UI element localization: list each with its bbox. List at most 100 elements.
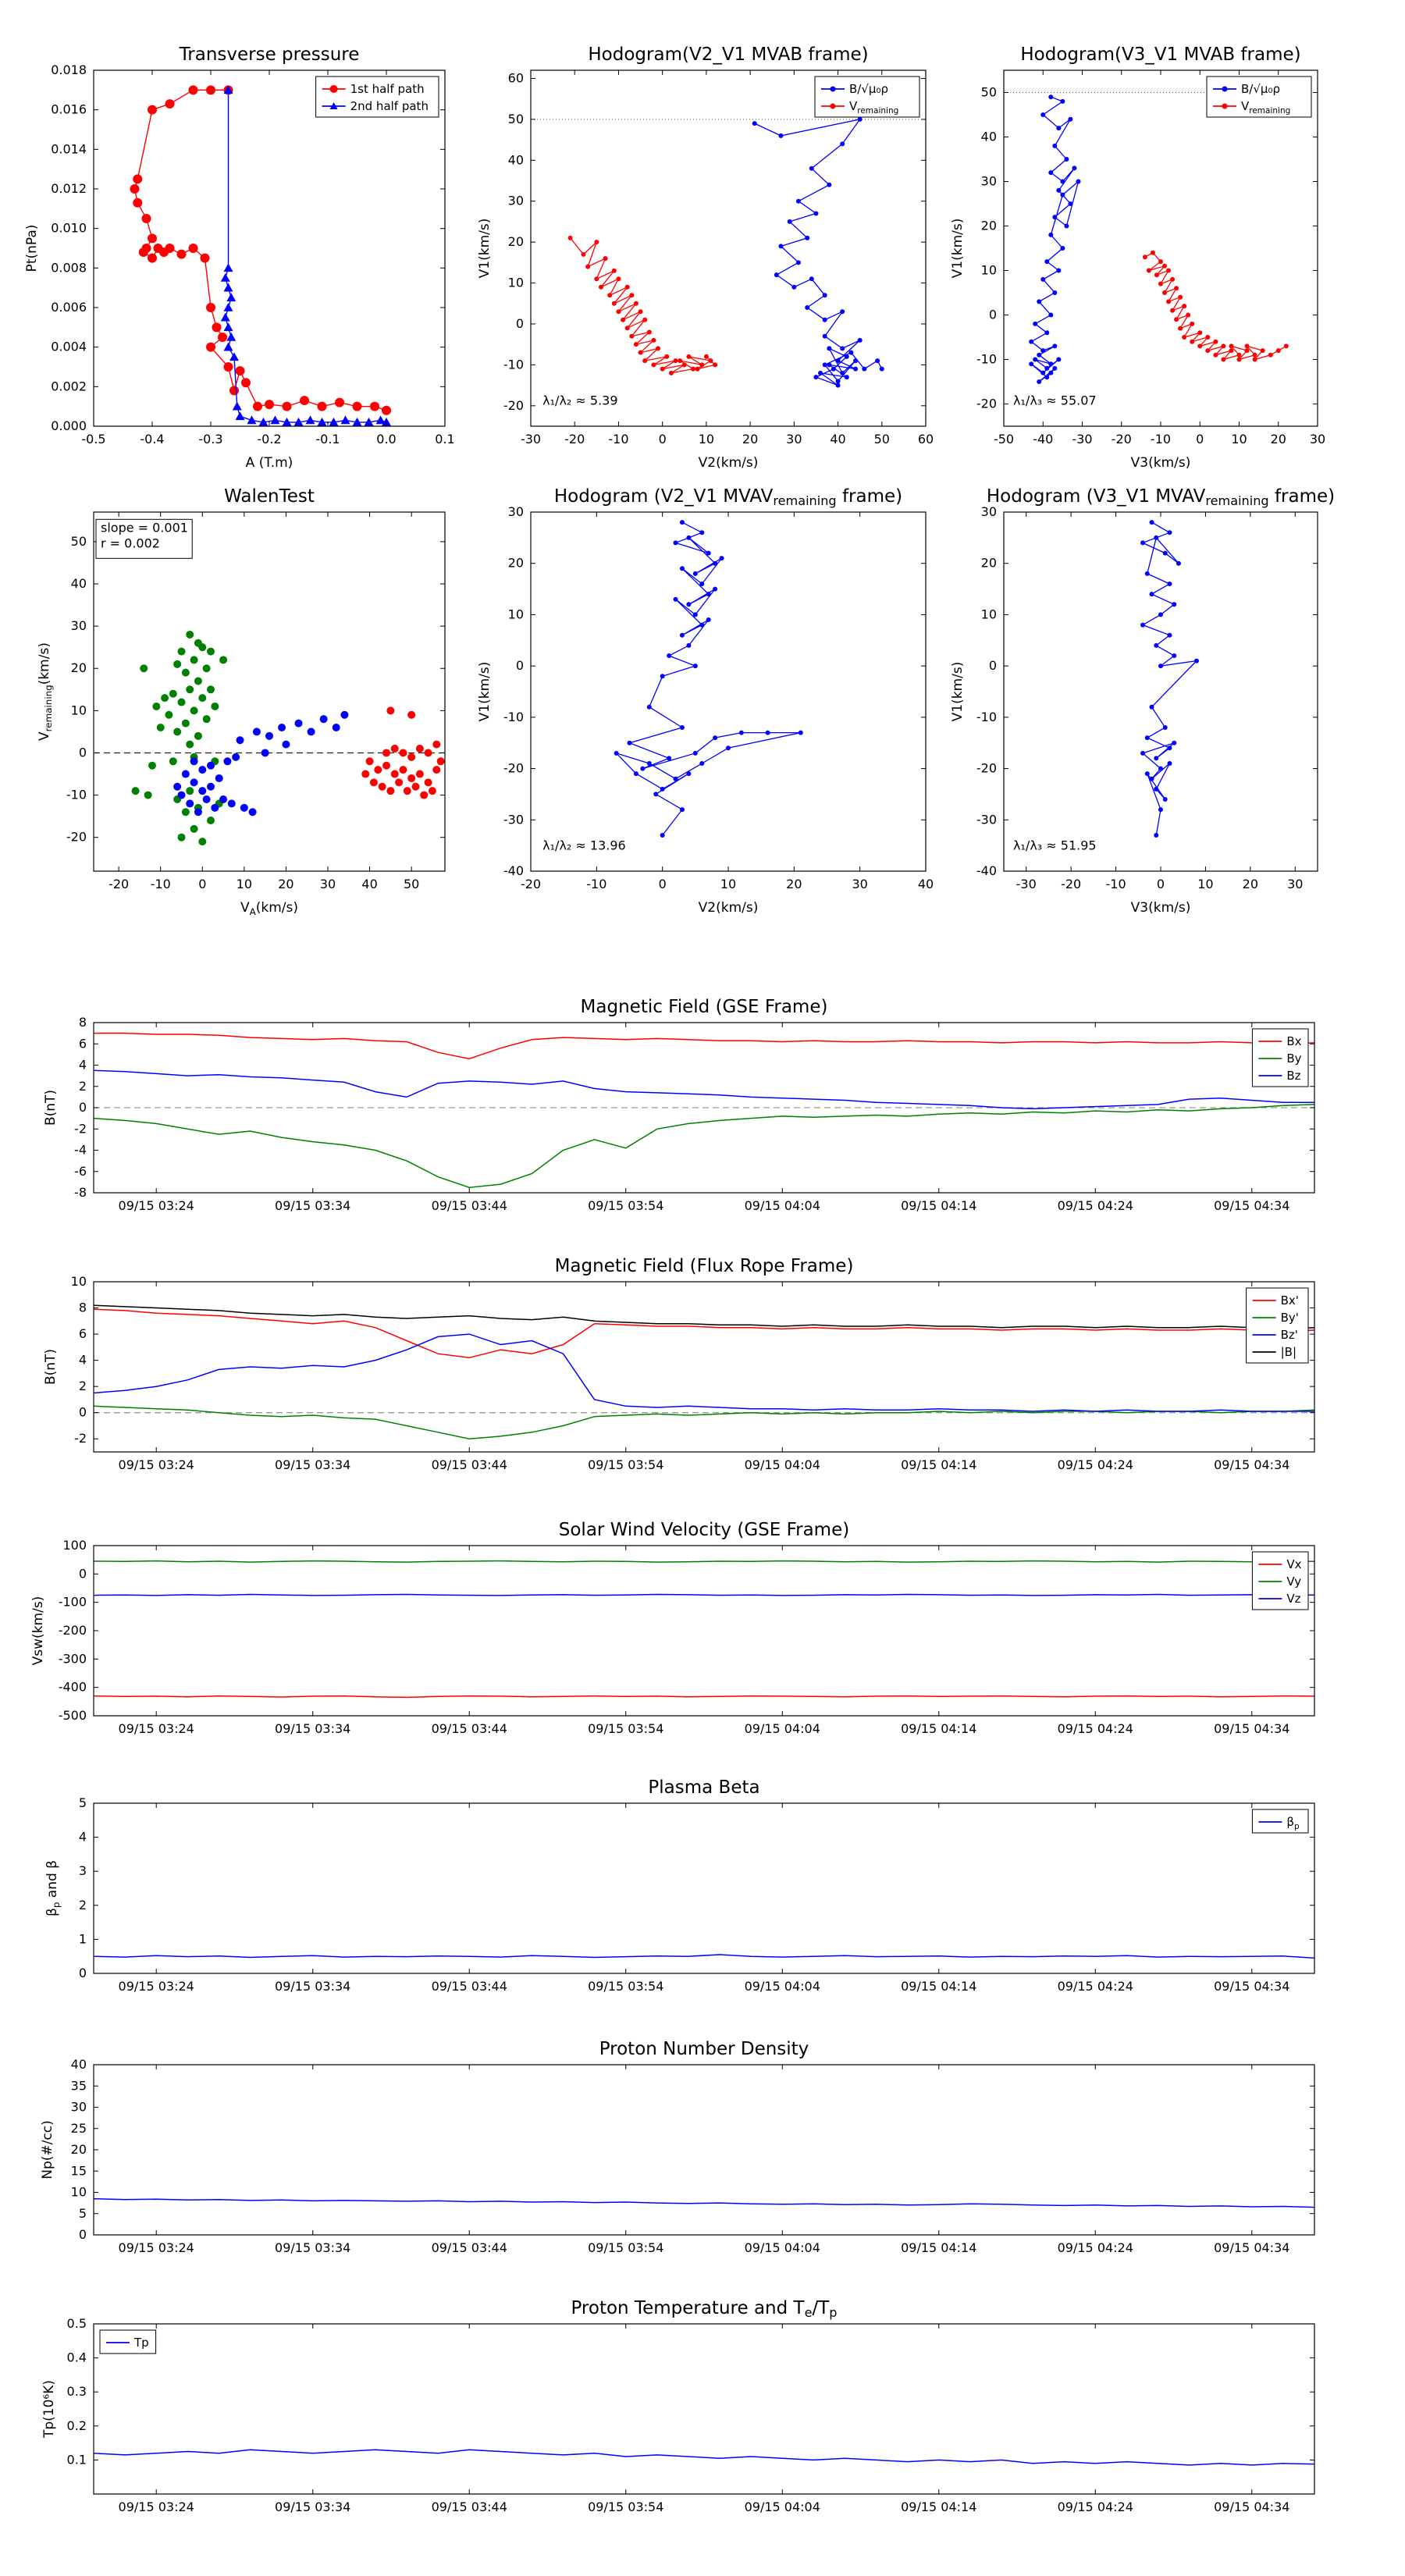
svg-text:V1(km/s): V1(km/s) [950,662,966,722]
svg-text:-300: -300 [59,1651,87,1666]
svg-text:8: 8 [79,1015,87,1030]
svg-text:1: 1 [79,1931,87,1946]
svg-text:20: 20 [742,432,758,447]
svg-text:50: 50 [874,432,890,447]
svg-text:09/15 04:04: 09/15 04:04 [745,1198,820,1213]
svg-text:-20: -20 [976,761,997,776]
svg-text:09/15 03:44: 09/15 03:44 [432,2500,507,2514]
svg-text:09/15 03:44: 09/15 03:44 [432,1198,507,1213]
svg-text:09/15 04:04: 09/15 04:04 [745,1721,820,1736]
svg-text:5: 5 [79,1795,87,1810]
svg-text:0.008: 0.008 [51,260,87,275]
svg-text:09/15 04:24: 09/15 04:24 [1058,1721,1133,1736]
svg-text:20: 20 [71,2142,87,2157]
svg-text:2: 2 [79,1898,87,1912]
svg-text:0: 0 [516,658,524,673]
svg-text:0: 0 [79,2227,87,2242]
svg-text:-40: -40 [976,863,997,878]
svg-text:-10: -10 [586,877,606,891]
svg-text:09/15 04:04: 09/15 04:04 [745,2500,820,2514]
svg-text:09/15 04:34: 09/15 04:34 [1214,1979,1289,1994]
svg-text:30: 30 [508,194,524,208]
svg-text:0.4: 0.4 [67,2350,87,2365]
svg-text:Hodogram(V3_V1 MVAB frame): Hodogram(V3_V1 MVAB frame) [1020,44,1300,65]
svg-text:Bx: Bx [1286,1034,1301,1048]
svg-text:10: 10 [981,263,997,278]
svg-text:5: 5 [79,2206,87,2221]
svg-text:-20: -20 [108,877,129,891]
svg-text:2nd half path: 2nd half path [350,99,429,113]
svg-text:-400: -400 [59,1680,87,1695]
svg-text:09/15 03:24: 09/15 03:24 [119,1457,194,1472]
svg-text:10: 10 [1231,432,1247,447]
svg-text:30: 30 [786,432,802,447]
svg-text:09/15 03:24: 09/15 03:24 [119,1198,194,1213]
svg-text:λ₁/λ₃ ≈ 55.07: λ₁/λ₃ ≈ 55.07 [1013,393,1097,408]
svg-text:V1(km/s): V1(km/s) [950,219,966,279]
panel-transverse-pressure: -0.5 -0.4 -0.3 -0.2 -0.1 0.0 0.1 0.000 0.002 0.00… [24,44,455,471]
svg-text:30: 30 [508,504,524,519]
panel-hodogram-v2v1-mvav: -20 -10 0 10 20 30 40 -40 -30 -20 -10 0 10 20 30 Hodogr… [477,486,934,916]
svg-text:20: 20 [981,219,997,233]
svg-text:10: 10 [71,2185,87,2200]
svg-text:20: 20 [508,234,524,249]
panel-solar-wind-velocity: 09/15 03:24 09/15 03:34 09/15 03:44 09/15 0… [30,1520,1315,1736]
svg-text:V2(km/s): V2(km/s) [699,455,759,471]
chart-svg-proton-temperature: 09/15 03:24 09/15 03:34 09/15 03:44 09/15 0… [41,2298,1315,2514]
svg-text:By': By' [1281,1311,1299,1325]
svg-text:09/15 04:14: 09/15 04:14 [901,1979,976,1994]
svg-text:09/15 04:14: 09/15 04:14 [901,1457,976,1472]
svg-text:Transverse pressure: Transverse pressure [179,44,360,65]
svg-text:50: 50 [71,534,87,549]
svg-text:09/15 04:34: 09/15 04:34 [1214,1198,1289,1213]
svg-text:25: 25 [71,2121,87,2136]
svg-text:Hodogram (V3_V1 MVAVremaining: Hodogram (V3_V1 MVAVremaining frame) [987,486,1335,508]
svg-text:-30: -30 [1016,877,1037,891]
svg-text:09/15 03:44: 09/15 03:44 [432,1721,507,1736]
svg-text:-500: -500 [59,1708,87,1723]
svg-text:0: 0 [659,432,667,447]
chart-svg-magnetic-field-gse: 09/15 03:24 09/15 03:34 09/15 03:44 09/15 0… [43,997,1315,1213]
svg-text:2: 2 [79,1079,87,1094]
svg-text:Vz: Vz [1286,1592,1300,1606]
svg-text:-20: -20 [976,397,997,411]
svg-text:Magnetic Field (GSE Frame): Magnetic Field (GSE Frame) [581,997,828,1017]
svg-text:0.1: 0.1 [67,2452,87,2467]
svg-text:Magnetic Field (Flux Rope Fram: Magnetic Field (Flux Rope Frame) [555,1256,854,1276]
svg-text:V2(km/s): V2(km/s) [699,900,759,916]
svg-text:0: 0 [79,1405,87,1420]
svg-text:40: 40 [71,576,87,591]
chart-svg-hodogram-v3v1-mvab: -50 -40 -30 -20 -10 0 10 20 30 -20 -10 0 10 20 30 40 50 H… [950,44,1325,471]
svg-text:|B|: |B| [1281,1345,1297,1359]
svg-text:Hodogram(V2_V1 MVAB frame): Hodogram(V2_V1 MVAB frame) [588,44,868,65]
svg-text:-30: -30 [521,432,541,447]
panel-hodogram-v2v1-mvab: -30 -20 -10 0 10 20 30 40 50 60 -20 -10 0 10 20 30 40 50 6… [477,44,934,471]
svg-text:-8: -8 [74,1185,87,1200]
svg-text:Vx: Vx [1286,1557,1301,1571]
svg-text:B(nT): B(nT) [43,1349,59,1385]
svg-text:09/15 04:24: 09/15 04:24 [1058,1198,1133,1213]
svg-text:09/15 03:24: 09/15 03:24 [119,1721,194,1736]
chart-svg-proton-number-density: 09/15 03:24 09/15 03:34 09/15 03:44 09/15 0… [40,2039,1315,2255]
svg-text:-40: -40 [503,863,524,878]
svg-text:-40: -40 [1033,432,1053,447]
svg-text:A (T.m): A (T.m) [246,455,293,471]
svg-text:λ₁/λ₂ ≈ 5.39: λ₁/λ₂ ≈ 5.39 [542,393,617,408]
svg-text:10: 10 [981,607,997,621]
svg-text:Plasma Beta: Plasma Beta [648,1777,759,1798]
svg-text:-10: -10 [1151,432,1171,447]
svg-text:09/15 04:34: 09/15 04:34 [1214,1457,1289,1472]
chart-svg-walen-test: -20 -10 0 10 20 30 40 50 -20 -10 0 10 20 30 40 50 WalenT… [37,486,446,917]
svg-text:60: 60 [508,70,524,85]
svg-text:By: By [1286,1051,1301,1066]
svg-text:09/15 04:14: 09/15 04:14 [901,2500,976,2514]
svg-text:3: 3 [79,1863,87,1878]
chart-svg-transverse-pressure: -0.5 -0.4 -0.3 -0.2 -0.1 0.0 0.1 0.000 0.002 0.00… [24,44,455,471]
svg-text:09/15 04:24: 09/15 04:24 [1058,2240,1133,2255]
svg-text:WalenTest: WalenTest [224,486,315,507]
svg-text:0.5: 0.5 [67,2316,87,2331]
svg-text:20: 20 [278,877,293,891]
svg-text:09/15 04:04: 09/15 04:04 [745,2240,820,2255]
chart-svg-plasma-beta: 09/15 03:24 09/15 03:34 09/15 03:44 09/15 0… [44,1777,1315,1994]
